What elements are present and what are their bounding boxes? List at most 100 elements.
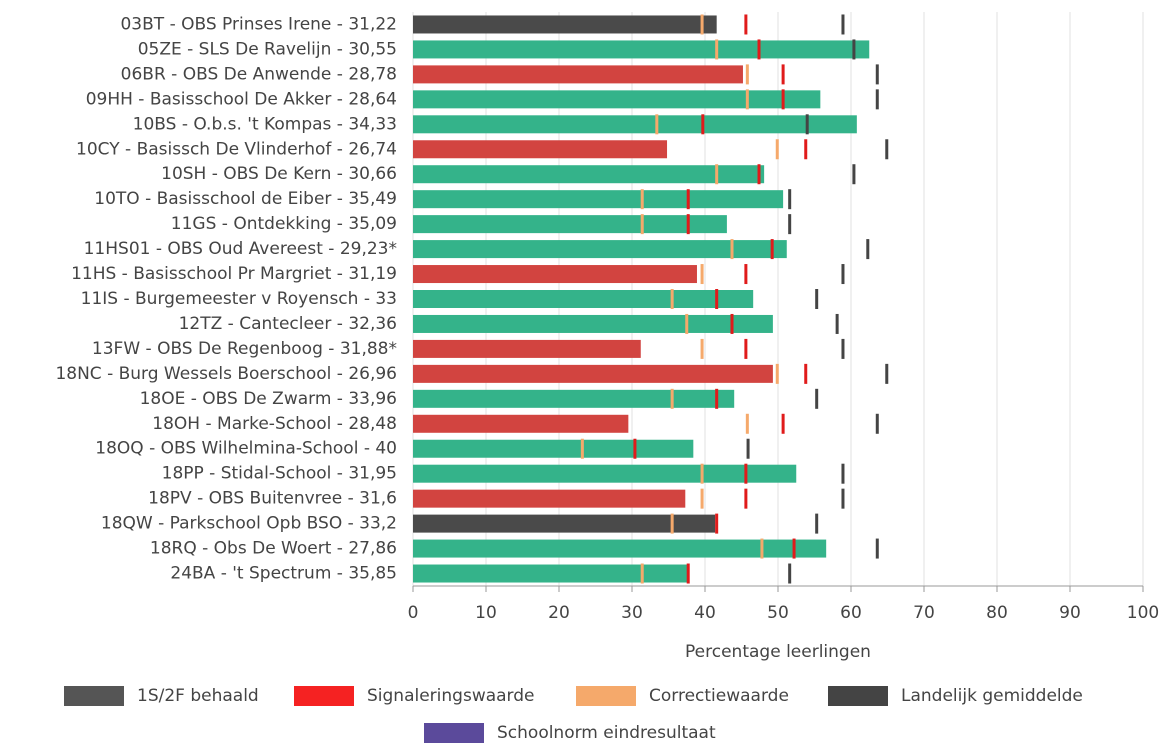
marker <box>580 438 584 459</box>
bar <box>413 40 870 59</box>
bar <box>413 190 784 209</box>
bar <box>413 115 857 134</box>
marker <box>745 89 749 110</box>
marker <box>744 488 748 509</box>
marker <box>746 438 750 459</box>
x-tick-label: 10 <box>475 603 497 623</box>
legend-swatch <box>64 686 124 706</box>
marker <box>781 413 785 434</box>
x-axis-label: Percentage leerlingen <box>685 642 871 662</box>
marker <box>670 289 674 309</box>
marker <box>715 39 719 60</box>
legend-swatch <box>828 686 888 706</box>
y-tick-label: 24BA - 't Spectrum - 35,85 <box>170 564 397 584</box>
x-tick-label: 40 <box>694 603 716 623</box>
marker <box>700 14 704 35</box>
marker <box>805 114 809 135</box>
marker <box>815 513 819 534</box>
x-tick-label: 80 <box>986 603 1008 623</box>
marker <box>788 214 792 235</box>
legend-swatch <box>294 686 354 706</box>
marker <box>781 64 785 85</box>
marker <box>686 563 690 584</box>
marker <box>744 463 748 484</box>
y-tick-label: 18OE - OBS De Zwarm - 33,96 <box>140 389 397 409</box>
marker <box>700 463 704 484</box>
bar <box>413 414 629 433</box>
bar <box>413 15 717 34</box>
y-tick-label: 11IS - Burgemeester v Royensch - 33 <box>81 289 397 309</box>
legend-swatch <box>576 686 636 706</box>
marker <box>633 438 637 459</box>
legend-label: 1S/2F behaald <box>137 686 259 706</box>
marker <box>841 463 845 484</box>
x-tick-label: 100 <box>1127 603 1159 623</box>
bar <box>413 90 821 109</box>
x-tick-label: 60 <box>840 603 862 623</box>
marker <box>792 538 796 559</box>
marker <box>700 264 704 285</box>
marker <box>760 538 764 559</box>
y-tick-label: 10TO - Basisschool de Eiber - 35,49 <box>94 189 397 209</box>
marker <box>640 214 644 235</box>
marker <box>757 39 761 60</box>
bar <box>413 564 689 583</box>
bar <box>413 464 797 483</box>
marker <box>841 488 845 509</box>
y-tick-label: 18PP - Stidal-School - 31,95 <box>162 464 397 484</box>
bar <box>413 489 686 508</box>
y-tick-label: 18NC - Burg Wessels Boerschool - 26,96 <box>55 364 397 384</box>
x-tick-label: 50 <box>767 603 789 623</box>
marker <box>701 114 705 135</box>
y-tick-label: 10CY - Basissch De Vlinderhof - 26,74 <box>76 139 397 159</box>
bar <box>413 65 743 84</box>
marker <box>700 488 704 509</box>
marker <box>744 14 748 35</box>
bar <box>413 514 716 533</box>
y-tick-label: 18OH - Marke-School - 28,48 <box>152 414 397 434</box>
y-tick-label: 12TZ - Cantecleer - 32,36 <box>179 314 397 334</box>
marker <box>885 139 889 160</box>
x-tick-label: 30 <box>621 603 643 623</box>
bar <box>413 439 694 458</box>
marker <box>775 363 779 384</box>
marker <box>757 164 761 185</box>
bar <box>413 240 787 259</box>
bar <box>413 339 641 358</box>
x-tick-label: 90 <box>1059 603 1081 623</box>
y-tick-label: 18RQ - Obs De Woert - 27,86 <box>150 539 397 559</box>
marker <box>866 239 870 260</box>
marker <box>745 413 749 434</box>
legend-label: Landelijk gemiddelde <box>901 686 1083 706</box>
marker <box>875 64 879 85</box>
marker <box>685 313 689 334</box>
marker <box>804 363 808 384</box>
y-tick-label: 06BR - OBS De Anwende - 28,78 <box>121 64 397 84</box>
marker <box>875 538 879 559</box>
marker <box>686 214 690 235</box>
marker <box>715 388 719 409</box>
marker <box>841 14 845 35</box>
marker <box>730 239 734 260</box>
marker <box>815 388 819 409</box>
legend-label: Correctiewaarde <box>649 686 789 706</box>
bar <box>413 215 727 234</box>
marker <box>841 338 845 359</box>
bar <box>413 539 827 558</box>
y-tick-label: 18QW - Parkschool Opb BSO - 33,2 <box>101 514 397 534</box>
y-tick-label: 11HS - Basisschool Pr Margriet - 31,19 <box>71 264 397 284</box>
bar <box>413 389 735 408</box>
marker <box>788 563 792 584</box>
y-tick-label: 18PV - OBS Buitenvree - 31,6 <box>148 489 397 509</box>
legend-label: Schoolnorm eindresultaat <box>497 723 716 743</box>
marker <box>815 289 819 309</box>
x-tick-label: 70 <box>913 603 935 623</box>
y-tick-label: 18OQ - OBS Wilhelmina-School - 40 <box>95 439 397 459</box>
bar <box>413 140 668 159</box>
marker <box>670 513 674 534</box>
bar <box>413 364 773 383</box>
marker <box>715 513 719 534</box>
marker <box>744 338 748 359</box>
marker <box>744 264 748 285</box>
marker <box>788 189 792 210</box>
